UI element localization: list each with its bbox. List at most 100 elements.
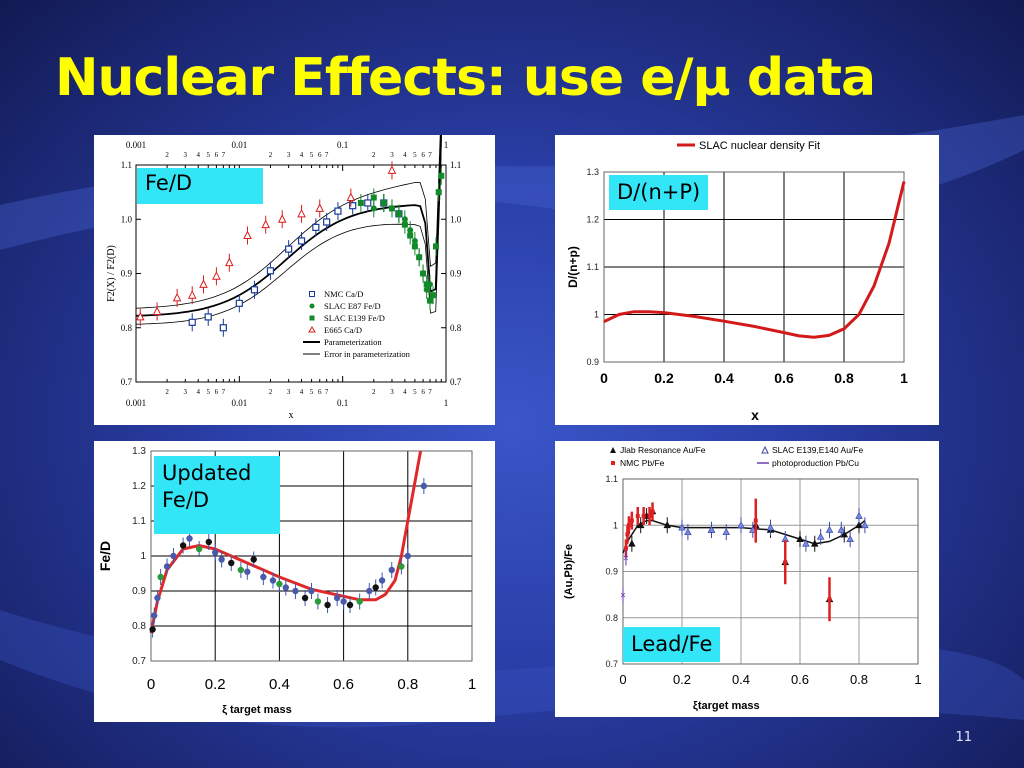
data-point [635, 514, 640, 518]
data-point [420, 270, 427, 277]
y-tick-label: 1.3 [132, 446, 146, 457]
legend-marker [309, 315, 315, 321]
bottom-tick-label: 4 [403, 388, 407, 396]
x-tick-label: 0.4 [732, 672, 750, 687]
data-point [276, 580, 283, 588]
x-axis-label: ξ target mass [222, 704, 292, 716]
legend-label: Parameterization [324, 337, 382, 347]
y-axis-label: Fe/D [97, 541, 113, 571]
data-point [188, 318, 196, 326]
x-tick-label: 0.6 [791, 672, 809, 687]
data-point [783, 560, 788, 565]
x-tick-label: 0 [600, 370, 608, 386]
data-point [357, 199, 364, 206]
plot-frame [150, 450, 473, 662]
data-point [301, 594, 309, 602]
legend-label: Jlab Resonance Au/Fe [620, 445, 706, 455]
data-point [219, 324, 227, 332]
data-point [195, 545, 203, 553]
chart-lead-fe: 0.7 0.8 0.9 1 1.1 0 0.2 0.4 0.6 0.8 1 × × Jlab Resona… [563, 445, 922, 712]
chart-updated-fe-d: 0.7 0.8 0.9 1 1.1 1.2 1.3 0 0.2 0.4 0.6 0.8 1 ξ targe… [97, 446, 476, 716]
data-point [737, 521, 745, 529]
data-point [837, 525, 846, 533]
top-tick-label: 4 [196, 151, 200, 159]
legend-label: SLAC nuclear density Fit [699, 140, 820, 152]
plot-frame [622, 478, 919, 665]
data-point [416, 254, 423, 261]
top-tick-label: 4 [300, 151, 304, 159]
data-point [629, 518, 634, 523]
data-point [235, 299, 243, 307]
data-point [663, 521, 672, 529]
y-tick-label: 0.9 [586, 357, 599, 367]
chart-tag: Updated Fe/D [154, 456, 280, 534]
bottom-tick-label: 4 [300, 388, 304, 396]
data-point [244, 568, 251, 575]
legend-label: NMC Ca/D [324, 289, 363, 299]
legend-marker [308, 326, 316, 333]
data-point [766, 523, 775, 531]
y-tick-label: 1.1 [586, 262, 599, 272]
data-point [626, 523, 631, 528]
data-point [282, 584, 290, 591]
data-point [423, 281, 430, 288]
data-point [152, 306, 162, 315]
data-point [825, 525, 834, 533]
data-point [292, 587, 299, 595]
top-tick-label: 3 [184, 151, 188, 159]
data-point [187, 290, 197, 299]
data-point [149, 626, 156, 633]
legend-marker [611, 461, 615, 465]
data-point [846, 534, 854, 542]
data-point [243, 230, 252, 240]
top-tick-label: 3 [287, 151, 291, 159]
data-point [372, 584, 379, 591]
y-tick-label: 1.2 [132, 481, 146, 492]
x-tick-label: 0 [619, 672, 626, 687]
data-point [802, 539, 810, 547]
legend-label: photoproduction Pb/Cu [772, 458, 859, 468]
data-point [684, 527, 692, 536]
top-tick-label: 0.01 [231, 140, 247, 150]
data-point [395, 210, 402, 217]
data-point [250, 286, 259, 294]
top-tick-label: 2 [269, 151, 273, 159]
x-tick-label: 0.6 [774, 370, 794, 386]
data-point [411, 243, 418, 250]
x-axis-label: x [751, 407, 759, 423]
data-point [420, 482, 428, 490]
data-point [228, 559, 235, 567]
data-point [401, 221, 408, 228]
data-point [855, 511, 863, 519]
y-axis-label: D/(n+p) [566, 246, 580, 288]
y-tick-label: 0.9 [605, 567, 618, 577]
top-tick-label: 1 [444, 140, 449, 150]
x-tick-label: 0 [147, 676, 155, 693]
legend-marker [309, 291, 315, 297]
legend-label: SLAC E87 Fe/D [324, 301, 381, 311]
data-point [340, 598, 347, 605]
chart-panel-fe-d: 0.7 0.7 0.8 0.8 0.9 0.9 1.0 1.0 1.1 1.1 0.001 0.001… [94, 135, 495, 425]
x-axis-label: ξtarget mass [693, 700, 760, 712]
legend-marker [761, 445, 769, 454]
legend-label: NMC Pb/Fe [620, 458, 665, 468]
bottom-tick-label: 7 [325, 388, 329, 396]
data-point [438, 172, 445, 179]
data-point [796, 534, 804, 542]
data-point [269, 577, 277, 584]
error-band-lower [135, 135, 442, 325]
data-point [172, 292, 182, 302]
legend-label: SLAC E139 Fe/D [324, 313, 385, 323]
y-tick-label: 0.7 [605, 659, 618, 669]
y-tick-label: 0.8 [132, 621, 146, 632]
data-point [378, 577, 386, 584]
top-tick-label: 4 [403, 151, 407, 159]
data-point [749, 525, 757, 533]
chart-tag: Fe/D [137, 168, 263, 204]
x-tick-label: 0.2 [654, 370, 674, 386]
x-tick-label: 1 [900, 370, 908, 386]
data-point [432, 243, 439, 250]
y-tick-label: 1.0 [121, 214, 133, 224]
data-point [840, 530, 849, 538]
x-tick-label: 1 [468, 676, 476, 693]
